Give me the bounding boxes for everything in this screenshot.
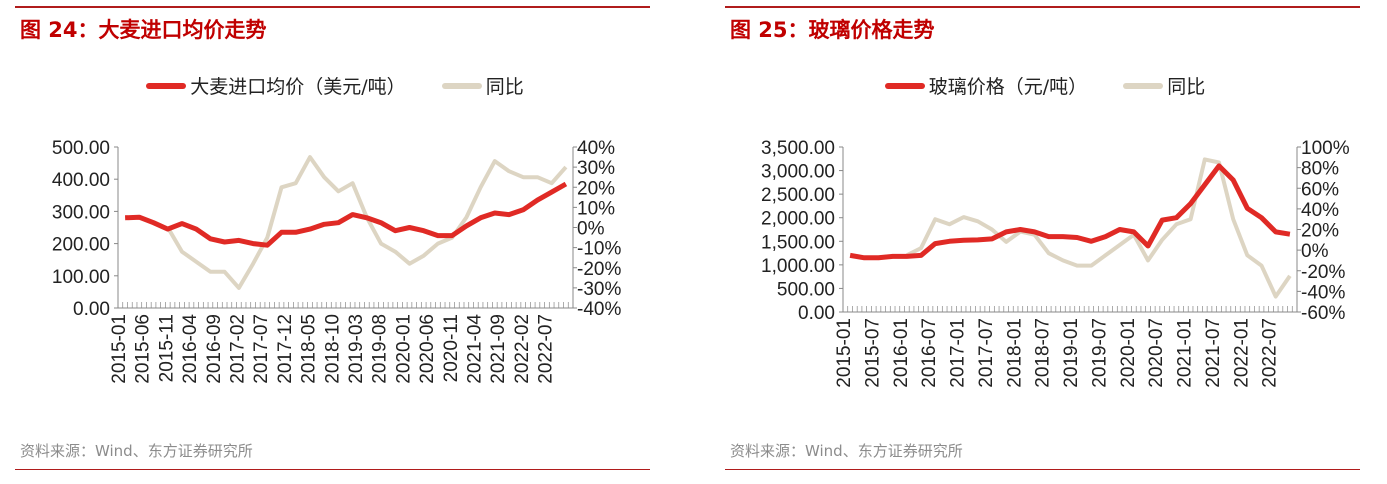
x-tick-label: 2020-11 bbox=[441, 314, 462, 382]
legend-label: 同比 bbox=[485, 76, 524, 98]
y-tick-label-left: 300.00 bbox=[52, 202, 110, 223]
x-tick-label: 2019-07 bbox=[1089, 318, 1110, 388]
x-tick-label: 2018-01 bbox=[1004, 318, 1025, 388]
legend-swatch bbox=[146, 82, 187, 89]
legend-swatch bbox=[441, 82, 482, 89]
y-tick-label-right: 0% bbox=[1301, 241, 1329, 262]
y-tick-label-right: 10% bbox=[577, 198, 615, 219]
x-tick-label: 2018-07 bbox=[1033, 318, 1054, 388]
x-tick-label: 2015-01 bbox=[834, 318, 855, 388]
chart-title: 图 25：玻璃价格走势 bbox=[730, 18, 935, 42]
source-note: 资料来源：Wind、东方证券研究所 bbox=[20, 442, 253, 460]
x-tick-label: 2020-01 bbox=[393, 314, 414, 384]
x-tick-label: 2021-04 bbox=[464, 314, 485, 384]
y-tick-label-left: 2,500.00 bbox=[761, 185, 835, 206]
y-tick-label-left: 500.00 bbox=[52, 138, 110, 159]
x-tick-label: 2016-04 bbox=[180, 314, 201, 384]
y-tick-label-right: -40% bbox=[577, 299, 621, 320]
divider bbox=[15, 6, 650, 8]
y-tick-label-right: -10% bbox=[577, 239, 621, 260]
legend-item-price: 玻璃价格（元/吨） bbox=[884, 72, 1088, 99]
divider bbox=[15, 469, 650, 470]
x-tick-label: 2015-06 bbox=[133, 314, 154, 384]
legend-label: 玻璃价格（元/吨） bbox=[928, 76, 1088, 98]
x-tick-label: 2022-02 bbox=[512, 314, 533, 384]
x-tick-label: 2015-11 bbox=[156, 314, 177, 382]
legend-swatch bbox=[884, 82, 925, 89]
y-tick-label-left: 0.00 bbox=[798, 303, 835, 324]
x-tick-label: 2018-10 bbox=[322, 314, 343, 384]
y-tick-label-left: 1,000.00 bbox=[761, 256, 835, 277]
x-tick-label: 2017-02 bbox=[227, 314, 248, 384]
x-tick-label: 2016-01 bbox=[891, 318, 912, 388]
x-tick-label: 2017-07 bbox=[976, 318, 997, 388]
series-line-price bbox=[849, 163, 1291, 261]
x-tick-label: 2020-07 bbox=[1146, 318, 1167, 388]
y-tick-label-left: 500.00 bbox=[777, 279, 835, 300]
x-tick-label: 2021-01 bbox=[1175, 318, 1196, 388]
x-tick-label: 2020-01 bbox=[1118, 318, 1139, 388]
y-tick-label-left: 200.00 bbox=[52, 235, 110, 256]
y-tick-label-right: 20% bbox=[1301, 221, 1339, 242]
y-tick-label-right: 100% bbox=[1301, 138, 1350, 159]
y-tick-label-left: 0.00 bbox=[73, 299, 110, 320]
legend-item-price: 大麦进口均价（美元/吨） bbox=[146, 72, 406, 99]
x-tick-label: 2017-01 bbox=[948, 318, 969, 388]
y-tick-label-right: -20% bbox=[1301, 262, 1345, 283]
chart-svg: 0.00 500.001,000.00 1,500.002,000.00 2,500.… bbox=[761, 138, 1350, 388]
x-tick-label: 2017-07 bbox=[251, 314, 272, 384]
legend: 玻璃价格（元/吨） 同比 bbox=[725, 72, 1365, 99]
legend-label: 同比 bbox=[1167, 76, 1206, 98]
y-tick-label-right: 60% bbox=[1301, 179, 1339, 200]
chart-panel-barley: 图 24：大麦进口均价走势 大麦进口均价（美元/吨） 同比 0.00 100.00… bbox=[15, 0, 655, 484]
y-tick-label-left: 2,000.00 bbox=[761, 209, 835, 230]
y-tick-label-left: 3,500.00 bbox=[761, 138, 835, 159]
y-tick-label-right: -60% bbox=[1301, 303, 1345, 324]
series-line-yoy bbox=[166, 155, 568, 290]
x-tick-label: 2022-07 bbox=[536, 314, 557, 384]
source-note: 资料来源：Wind、东方证券研究所 bbox=[730, 442, 963, 460]
series-line-yoy bbox=[905, 157, 1292, 299]
x-tick-label: 2018-05 bbox=[299, 314, 320, 384]
y-tick-label-right: -20% bbox=[577, 259, 621, 280]
y-tick-label-left: 1,500.00 bbox=[761, 232, 835, 253]
divider bbox=[725, 469, 1360, 470]
x-tick-label: 2022-01 bbox=[1231, 318, 1252, 388]
y-tick-label-right: -40% bbox=[1301, 282, 1345, 303]
y-tick-label-left: 400.00 bbox=[52, 170, 110, 191]
y-tick-label-right: 40% bbox=[577, 138, 615, 159]
y-tick-label-right: 30% bbox=[577, 158, 615, 179]
chart-svg: 0.00 100.00 200.00 300.00 400.00 500.00 -40%-3… bbox=[52, 138, 622, 384]
y-tick-label-right: 0% bbox=[577, 219, 605, 240]
y-tick-label-right: -30% bbox=[577, 279, 621, 300]
x-tick-label: 2021-07 bbox=[1203, 318, 1224, 388]
y-tick-label-left: 3,000.00 bbox=[761, 162, 835, 183]
x-tick-label: 2015-07 bbox=[862, 318, 883, 388]
x-tick-label: 2019-08 bbox=[370, 314, 391, 384]
x-tick-label: 2022-07 bbox=[1260, 318, 1281, 388]
y-tick-label-right: 20% bbox=[577, 178, 615, 199]
y-tick-label-right: 40% bbox=[1301, 200, 1339, 221]
x-tick-label: 2019-01 bbox=[1061, 318, 1082, 388]
y-tick-label-left: 100.00 bbox=[52, 267, 110, 288]
chart-title: 图 24：大麦进口均价走势 bbox=[20, 18, 267, 42]
legend-swatch bbox=[1123, 82, 1164, 89]
x-tick-label: 2016-09 bbox=[204, 314, 225, 384]
x-tick-label: 2020-06 bbox=[417, 314, 438, 384]
y-tick-label-right: 80% bbox=[1301, 159, 1339, 180]
divider bbox=[725, 6, 1360, 8]
chart-panel-glass: 图 25：玻璃价格走势 玻璃价格（元/吨） 同比 0.00 500.00 1,000… bbox=[725, 0, 1365, 484]
x-tick-label: 2021-09 bbox=[488, 314, 509, 384]
legend: 大麦进口均价（美元/吨） 同比 bbox=[15, 72, 655, 99]
series-line-price bbox=[124, 181, 568, 248]
x-tick-label: 2017-12 bbox=[275, 314, 296, 384]
legend-item-yoy: 同比 bbox=[441, 72, 524, 99]
legend-item-yoy: 同比 bbox=[1123, 72, 1205, 99]
x-tick-label: 2016-07 bbox=[919, 318, 940, 388]
legend-label: 大麦进口均价（美元/吨） bbox=[190, 76, 406, 98]
x-tick-label: 2015-01 bbox=[109, 314, 130, 384]
x-tick-label: 2019-03 bbox=[346, 314, 367, 384]
